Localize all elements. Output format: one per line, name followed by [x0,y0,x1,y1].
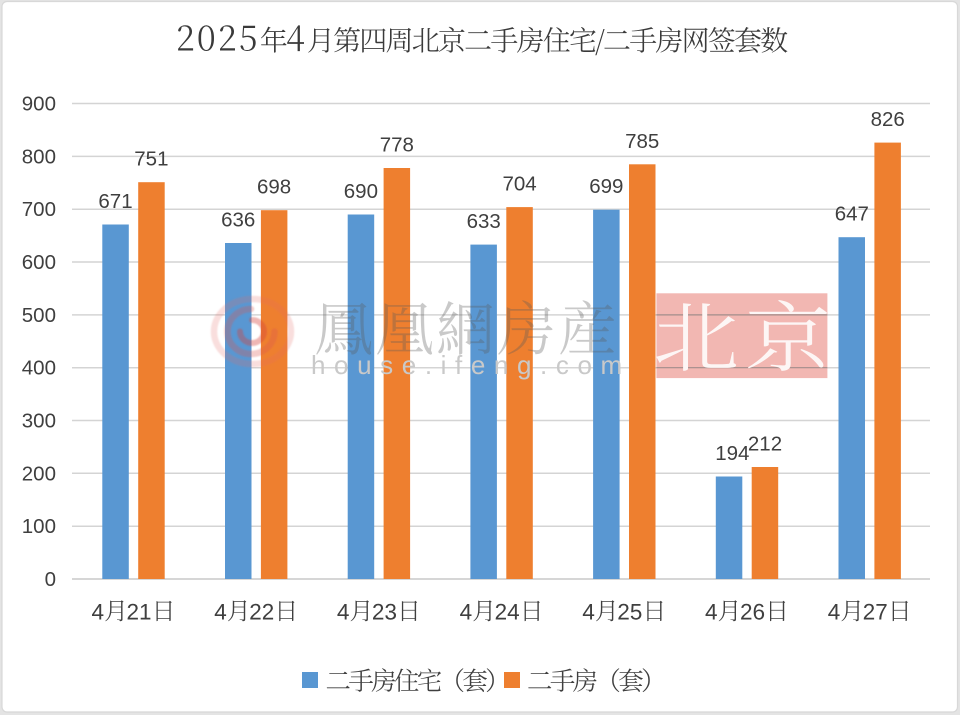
svg-text:778: 778 [380,134,414,157]
svg-text:500: 500 [22,304,56,327]
svg-text:300: 300 [22,410,56,433]
svg-text:194: 194 [715,442,749,465]
svg-text:100: 100 [22,515,56,538]
svg-text:house.ifeng.com: house.ifeng.com [311,350,631,380]
svg-text:751: 751 [134,148,168,171]
svg-text:0: 0 [45,568,56,591]
svg-text:600: 600 [22,251,56,274]
svg-text:699: 699 [589,175,623,198]
svg-text:700: 700 [22,198,56,221]
svg-text:785: 785 [625,130,659,153]
svg-text:698: 698 [257,176,291,199]
svg-text:200: 200 [22,462,56,485]
svg-text:900: 900 [22,93,56,116]
svg-text:704: 704 [502,173,536,196]
svg-text:671: 671 [98,190,132,213]
svg-text:212: 212 [748,433,782,456]
svg-text:647: 647 [835,203,869,226]
svg-text:633: 633 [467,210,501,233]
svg-text:690: 690 [344,180,378,203]
svg-text:800: 800 [22,145,56,168]
svg-text:400: 400 [22,357,56,380]
svg-text:826: 826 [871,108,905,131]
svg-text:636: 636 [221,209,255,232]
